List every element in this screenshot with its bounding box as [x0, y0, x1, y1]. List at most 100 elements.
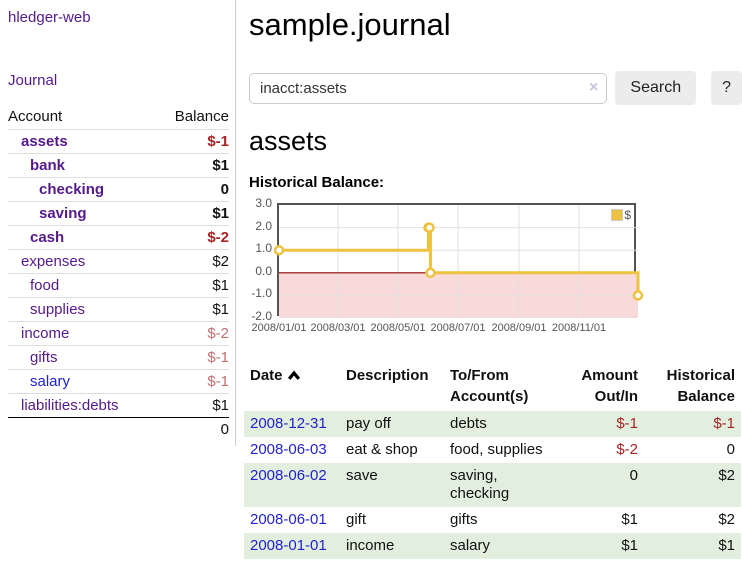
register-col-description: Description	[346, 367, 429, 384]
transaction-accounts: food, supplies	[450, 441, 543, 458]
app-brand-link[interactable]: hledger-web	[8, 9, 91, 26]
account-link[interactable]: expenses	[21, 253, 86, 270]
register-row: 2008-06-01 gift gifts $1 $2	[244, 507, 741, 533]
transaction-date-link[interactable]: 2008-06-02	[250, 467, 327, 484]
transaction-description: pay off	[346, 415, 391, 432]
account-name-cell: supplies	[8, 298, 156, 322]
transaction-date-link[interactable]: 2008-06-01	[250, 511, 327, 528]
account-balance: $1	[212, 205, 229, 222]
chart-data-point[interactable]	[632, 290, 644, 301]
transaction-amount: 0	[629, 467, 638, 484]
transaction-balance: $1	[718, 537, 735, 554]
register-table: Date Description To/From Account(s) Amoun…	[244, 361, 741, 559]
account-link[interactable]: saving	[39, 205, 87, 222]
transaction-accounts: debts	[450, 415, 487, 432]
account-name-cell: checking	[8, 178, 156, 202]
account-link[interactable]: bank	[30, 157, 66, 174]
register-row: 2008-06-03 eat & shop food, supplies $-2 0	[244, 437, 741, 463]
y-tick-label: 0.0	[255, 263, 272, 278]
account-row: food $1	[8, 273, 229, 298]
account-balance: $-1	[207, 133, 229, 150]
transaction-amount: $1	[621, 537, 638, 554]
account-tree-header: Account Balance	[8, 105, 229, 130]
account-link[interactable]: salary	[30, 373, 71, 390]
account-row: gifts $-1	[8, 345, 229, 370]
account-name-cell: bank	[8, 154, 156, 178]
account-balance: $1	[212, 277, 229, 294]
clear-search-icon[interactable]: ×	[589, 78, 599, 96]
sidebar: hledger-web Journal Account Balance asse…	[0, 0, 236, 446]
transaction-description: gift	[346, 511, 367, 528]
transaction-amount: $-2	[616, 441, 638, 458]
x-tick-label: 2008/07/01	[430, 322, 486, 334]
transaction-date-link[interactable]: 2008-12-31	[250, 415, 327, 432]
transaction-description: save	[346, 467, 378, 484]
account-balance: 0	[220, 181, 229, 198]
chart-plot-area[interactable]: $	[273, 203, 644, 318]
x-tick-label: 2008/09/01	[491, 322, 547, 334]
account-name-cell: saving	[8, 202, 156, 226]
account-balance: $1	[212, 301, 229, 318]
account-balance: $-1	[207, 349, 229, 366]
chart-canvas	[273, 205, 644, 318]
chart-data-point[interactable]	[273, 244, 285, 256]
account-link[interactable]: cash	[30, 229, 65, 246]
transaction-date-cell: 2008-12-31	[244, 411, 340, 437]
x-tick-label: 2008/05/01	[370, 322, 426, 334]
account-row: assets $-1	[8, 130, 229, 154]
transaction-date-cell: 2008-06-02	[244, 463, 340, 507]
transaction-date-cell: 2008-01-01	[244, 533, 340, 559]
transaction-description: eat & shop	[346, 441, 418, 458]
account-row: supplies $1	[8, 297, 229, 322]
nav-journal-link[interactable]: Journal	[8, 72, 58, 89]
register-col-amount: Amount Out/In	[581, 367, 638, 405]
transaction-date-link[interactable]: 2008-01-01	[250, 537, 327, 554]
register-col-balance: Historical Balance	[666, 367, 735, 405]
account-row: expenses $2	[8, 249, 229, 274]
balance-col-header: Balance	[174, 108, 229, 125]
account-link[interactable]: gifts	[30, 349, 58, 366]
help-button[interactable]: ?	[711, 71, 742, 105]
account-row: salary $-1	[8, 369, 229, 394]
x-tick-label: 2008/01/01	[251, 322, 307, 334]
date-col-label: Date	[250, 367, 283, 384]
account-link[interactable]: liabilities:debts	[21, 397, 119, 414]
account-tree: Account Balance assets $-1 bank $1 checking 0…	[8, 105, 229, 441]
x-tick-label: 2008/03/01	[310, 322, 366, 334]
chart-title: Historical Balance:	[249, 174, 385, 191]
y-tick-label: 3.0	[255, 196, 272, 210]
register-col-date[interactable]: Date	[244, 361, 340, 411]
y-tick-label: 2.0	[255, 218, 272, 233]
account-name-cell: salary	[8, 370, 156, 394]
search-button[interactable]: Search	[615, 71, 697, 105]
account-link[interactable]: supplies	[30, 301, 86, 318]
transaction-balance: $2	[718, 467, 735, 484]
transaction-balance: $-1	[713, 415, 735, 432]
account-link[interactable]: food	[30, 277, 60, 294]
account-link[interactable]: assets	[21, 133, 68, 150]
account-row: cash $-2	[8, 225, 229, 250]
register-col-accounts: To/From Account(s)	[450, 367, 529, 405]
chart-data-point[interactable]	[424, 222, 435, 233]
transaction-balance: $2	[718, 511, 735, 528]
search-box: ×	[249, 72, 608, 104]
search-input[interactable]	[249, 72, 608, 104]
transaction-date-cell: 2008-06-01	[244, 507, 340, 533]
transaction-date-link[interactable]: 2008-06-03	[250, 441, 327, 458]
transaction-accounts: saving, checking	[450, 467, 510, 502]
account-balance: $-2	[207, 325, 229, 342]
register-row: 2008-12-31 pay off debts $-1 $-1	[244, 411, 741, 437]
search-bar: × Search ?	[249, 71, 742, 105]
x-tick-label: 2008/11/01	[551, 322, 607, 334]
account-name-cell: liabilities:debts	[8, 394, 156, 418]
y-tick-label: -2.0	[251, 309, 272, 323]
y-tick-label: -1.0	[251, 286, 272, 301]
account-balance: $-2	[207, 229, 229, 246]
account-row: bank $1	[8, 153, 229, 178]
account-balance: $1	[212, 157, 229, 174]
account-balance: $1	[212, 397, 229, 414]
account-link[interactable]: income	[21, 325, 70, 342]
account-link[interactable]: checking	[39, 181, 105, 198]
chart-data-point[interactable]	[425, 267, 436, 279]
account-name-cell: income	[8, 322, 156, 346]
